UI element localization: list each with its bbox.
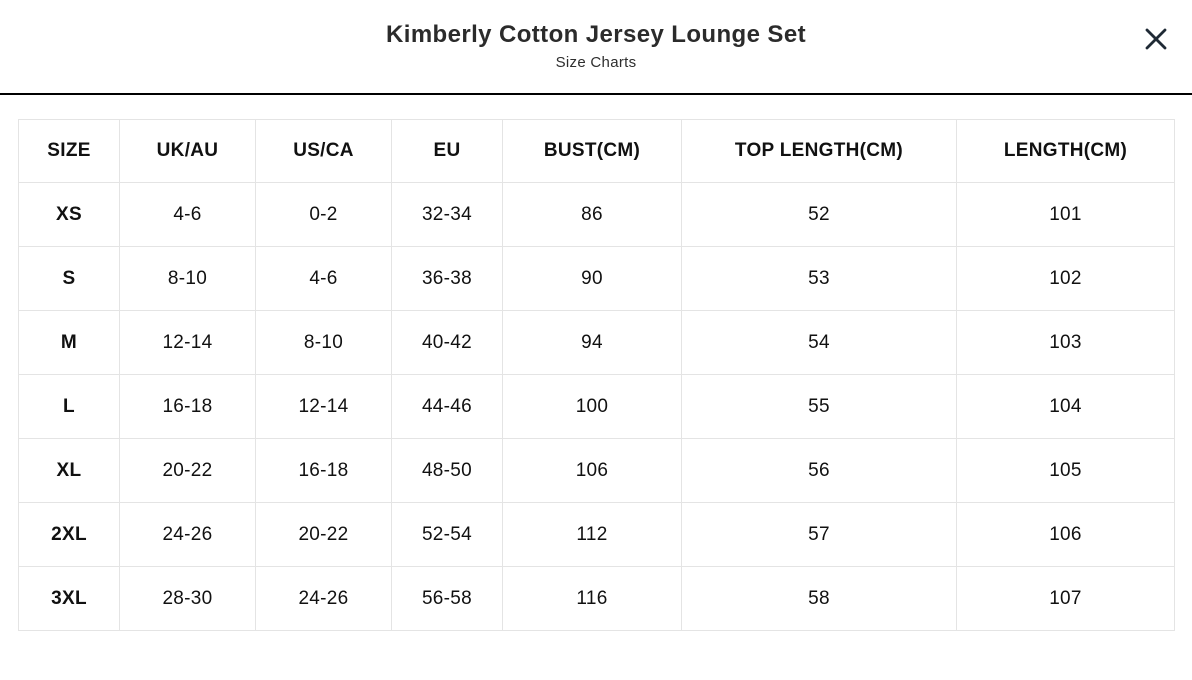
size-value-cell: 40-42: [391, 310, 503, 375]
size-value-cell: 58: [681, 566, 957, 631]
size-value-cell: 44-46: [391, 374, 503, 439]
size-value-cell: 36-38: [391, 246, 503, 311]
size-value-cell: 4-6: [119, 182, 256, 247]
size-value-cell: 112: [502, 502, 682, 567]
size-value-cell: 48-50: [391, 438, 503, 503]
table-row: L 16-18 12-14 44-46 100 55 104: [18, 374, 1175, 439]
size-value-cell: 24-26: [119, 502, 256, 567]
size-value-cell: 54: [681, 310, 957, 375]
table-body: XS 4-6 0-2 32-34 86 52 101 S 8-10 4-6 36-38 90 53 102…: [18, 182, 1175, 631]
table-header: SIZE UK/AU US/CA EU BUST(CM) TOP LENGTH(CM) LE…: [18, 119, 1175, 183]
size-value-cell: 20-22: [119, 438, 256, 503]
column-header: US/CA: [255, 119, 392, 183]
column-header: TOP LENGTH(CM): [681, 119, 957, 183]
close-button[interactable]: [1142, 25, 1170, 53]
size-value-cell: 52: [681, 182, 957, 247]
product-title: Kimberly Cotton Jersey Lounge Set: [386, 21, 806, 48]
table-row: M 12-14 8-10 40-42 94 54 103: [18, 310, 1175, 375]
size-value-cell: 106: [956, 502, 1175, 567]
modal-header: Kimberly Cotton Jersey Lounge Set Size C…: [0, 0, 1192, 95]
size-value-cell: 90: [502, 246, 682, 311]
size-label-cell: XL: [18, 438, 120, 503]
size-chart-table: SIZE UK/AU US/CA EU BUST(CM) TOP LENGTH(CM) LE…: [18, 119, 1175, 631]
column-header: LENGTH(CM): [956, 119, 1175, 183]
size-label-cell: 3XL: [18, 566, 120, 631]
size-value-cell: 53: [681, 246, 957, 311]
size-value-cell: 106: [502, 438, 682, 503]
size-value-cell: 57: [681, 502, 957, 567]
size-value-cell: 8-10: [255, 310, 392, 375]
size-value-cell: 28-30: [119, 566, 256, 631]
size-value-cell: 101: [956, 182, 1175, 247]
size-label-cell: 2XL: [18, 502, 120, 567]
table-row: XL 20-22 16-18 48-50 106 56 105: [18, 438, 1175, 503]
size-value-cell: 86: [502, 182, 682, 247]
size-value-cell: 16-18: [255, 438, 392, 503]
size-value-cell: 94: [502, 310, 682, 375]
size-value-cell: 107: [956, 566, 1175, 631]
close-icon: [1144, 27, 1168, 51]
size-value-cell: 56-58: [391, 566, 503, 631]
size-value-cell: 116: [502, 566, 682, 631]
size-label-cell: S: [18, 246, 120, 311]
size-label-cell: XS: [18, 182, 120, 247]
header-row: SIZE UK/AU US/CA EU BUST(CM) TOP LENGTH(CM) LE…: [18, 119, 1175, 183]
table-row: S 8-10 4-6 36-38 90 53 102: [18, 246, 1175, 311]
size-value-cell: 12-14: [119, 310, 256, 375]
table-row: 2XL 24-26 20-22 52-54 112 57 106: [18, 502, 1175, 567]
size-value-cell: 12-14: [255, 374, 392, 439]
column-header: UK/AU: [119, 119, 256, 183]
size-value-cell: 8-10: [119, 246, 256, 311]
size-value-cell: 0-2: [255, 182, 392, 247]
size-value-cell: 104: [956, 374, 1175, 439]
size-value-cell: 102: [956, 246, 1175, 311]
size-value-cell: 52-54: [391, 502, 503, 567]
size-label-cell: M: [18, 310, 120, 375]
modal-subtitle: Size Charts: [555, 54, 637, 71]
table-row: 3XL 28-30 24-26 56-58 116 58 107: [18, 566, 1175, 631]
size-value-cell: 20-22: [255, 502, 392, 567]
size-value-cell: 55: [681, 374, 957, 439]
table-row: XS 4-6 0-2 32-34 86 52 101: [18, 182, 1175, 247]
size-value-cell: 24-26: [255, 566, 392, 631]
size-value-cell: 56: [681, 438, 957, 503]
size-value-cell: 103: [956, 310, 1175, 375]
size-value-cell: 16-18: [119, 374, 256, 439]
column-header: SIZE: [18, 119, 120, 183]
column-header: EU: [391, 119, 503, 183]
size-value-cell: 100: [502, 374, 682, 439]
size-label-cell: L: [18, 374, 120, 439]
size-value-cell: 4-6: [255, 246, 392, 311]
size-value-cell: 32-34: [391, 182, 503, 247]
size-value-cell: 105: [956, 438, 1175, 503]
table-container: SIZE UK/AU US/CA EU BUST(CM) TOP LENGTH(CM) LE…: [0, 95, 1192, 631]
column-header: BUST(CM): [502, 119, 682, 183]
